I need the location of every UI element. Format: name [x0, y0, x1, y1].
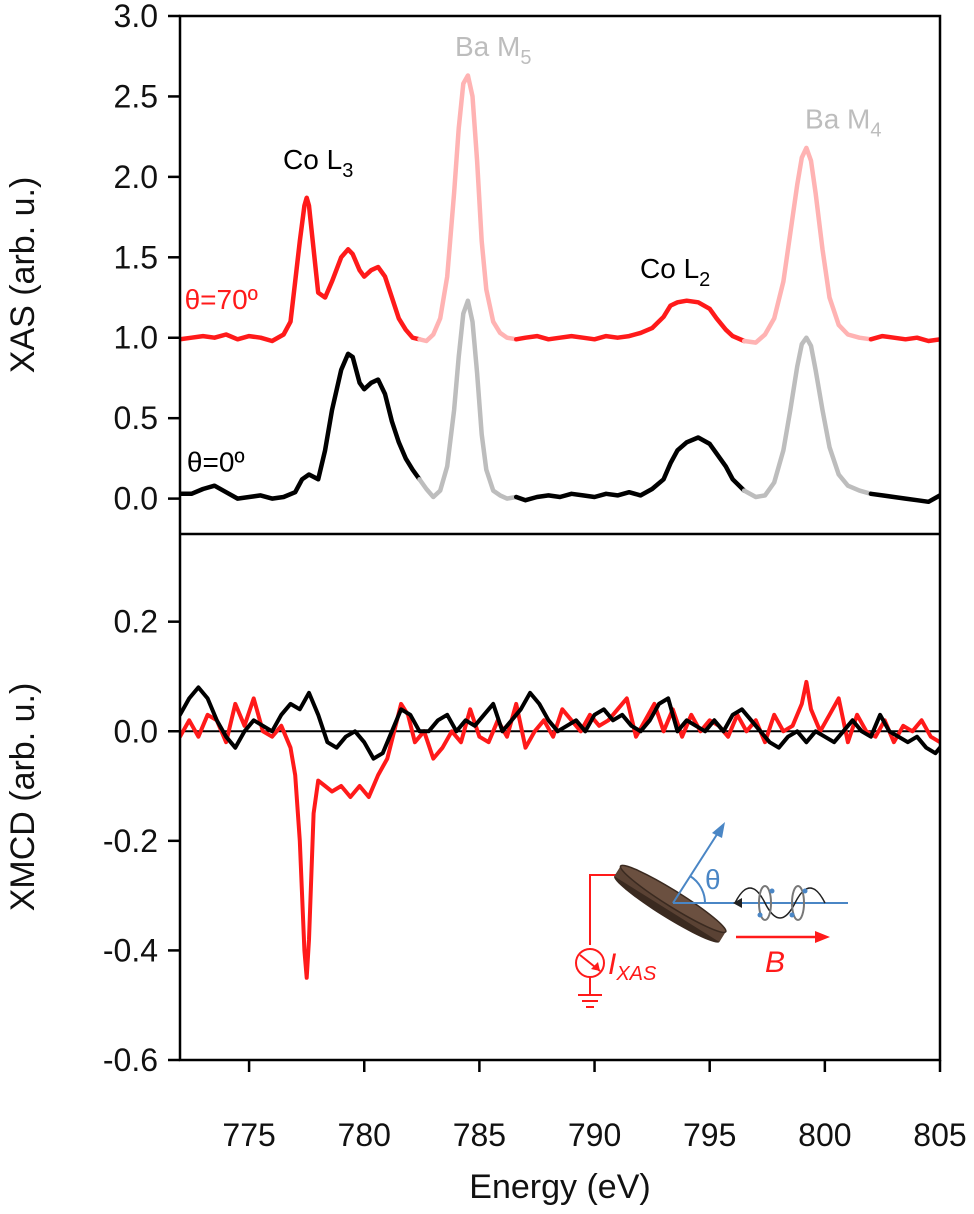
top-panel-grid: Co L3 Ba M5 Co L2 Ba M4 θ=70º θ=0º	[180, 31, 940, 505]
x-tick-label-5: 800	[798, 1117, 851, 1153]
xmcd-y-tick-label-0: -0.6	[103, 1042, 158, 1078]
x-tick-label-6: 805	[913, 1117, 966, 1153]
xmcd-y-tick-label-4: 0.2	[114, 604, 158, 640]
xas-series-group	[180, 73, 940, 505]
plot-frame	[178, 14, 942, 1062]
xas-y-axis-title: XAS (arb. u.)	[4, 177, 42, 374]
xas-annotation-1: Ba M5	[455, 31, 531, 69]
xmcd-y-tick-label-2: -0.2	[103, 823, 158, 859]
normal-arrow	[672, 824, 724, 904]
energy-x-axis: 775 780 785 790 795 800 805	[222, 1060, 967, 1153]
xas-y-tick-label-3: 1.5	[114, 239, 158, 275]
theta-arc	[689, 875, 706, 904]
xmcd-y-tick-label-3: 0.0	[114, 713, 158, 749]
current-wire	[589, 874, 620, 945]
xmcd-series-group	[180, 679, 940, 980]
axes-frame	[178, 14, 942, 1062]
field-arrow-head	[815, 931, 830, 943]
xas-y-tick-label-0: 0.0	[114, 481, 158, 517]
xas-annotations: Co L3 Ba M5 Co L2 Ba M4 θ=70º θ=0º	[185, 31, 882, 477]
x-axis-title: Energy (eV)	[469, 1168, 650, 1206]
xas-series-0-segment-2	[513, 298, 747, 344]
x-tick-label-2: 785	[453, 1117, 506, 1153]
xmcd-y-axis-title: XMCD (arb. u.)	[4, 683, 42, 912]
xmcd-series-1	[180, 685, 940, 761]
xas-y-tick-label-1: 0.5	[114, 400, 158, 436]
xmcd-series-0	[180, 679, 940, 980]
field-label: B	[765, 946, 785, 979]
xas-series-0-segment-1	[417, 73, 519, 344]
xas-series-1-segment-1	[417, 298, 519, 501]
xas-annotation-4: θ=70º	[185, 284, 258, 315]
xas-series-1-segment-2	[513, 435, 747, 503]
xas-annotation-0: Co L3	[283, 144, 353, 182]
xas-y-tick-label-2: 1.0	[114, 320, 158, 356]
geometry-inset: IXAS θ B	[575, 822, 848, 1008]
x-tick-label-0: 775	[222, 1117, 275, 1153]
xas-series-1-segment-4	[868, 491, 940, 505]
xmcd-y-tick-label-1: -0.4	[103, 932, 158, 968]
xas-series-1-segment-0	[180, 351, 422, 501]
normal-arrow-head	[712, 822, 725, 838]
xmcd-y-axis: -0.6 -0.4 -0.2 0.0 0.2	[103, 604, 180, 1078]
xas-y-tick-label-6: 3.0	[114, 0, 158, 34]
xas-series-0-segment-3	[741, 145, 874, 345]
sample-disk	[614, 864, 727, 943]
xas-series-0-segment-0	[180, 195, 422, 344]
x-tick-label-4: 795	[683, 1117, 736, 1153]
xas-series-1-segment-3	[741, 335, 874, 500]
theta-label: θ	[705, 864, 721, 895]
current-label: IXAS	[608, 948, 657, 985]
xas-y-tick-label-5: 2.5	[114, 78, 158, 114]
ground-icon	[578, 994, 602, 1008]
polarized-wave-icon	[733, 885, 826, 921]
bottom-panel	[180, 679, 940, 980]
xas-annotation-3: Ba M4	[805, 104, 881, 142]
ammeter-needle-tip	[591, 962, 600, 971]
xas-y-axis: 0.0 0.5 1.0 1.5 2.0 2.5 3.0	[114, 0, 180, 517]
xas-series-0-segment-4	[868, 333, 940, 344]
xas-annotation-2: Co L2	[640, 253, 710, 291]
x-tick-label-1: 780	[338, 1117, 391, 1153]
x-tick-label-3: 790	[568, 1117, 621, 1153]
xas-y-tick-label-4: 2.0	[114, 159, 158, 195]
xas-annotation-5: θ=0º	[187, 446, 245, 477]
